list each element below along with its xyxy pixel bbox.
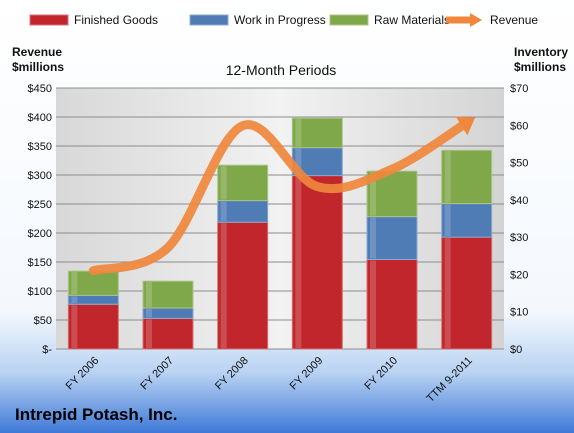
bar-segment-finished-goods (291, 175, 343, 350)
left-axis-title-line-1: Revenue (12, 45, 62, 59)
bar-highlight (444, 204, 451, 237)
legend-swatch (189, 14, 229, 26)
left-axis-ticks: $- $50 $100 $150 $200 $250 $300 $350 $400 $450 (28, 83, 53, 356)
bar-highlight (71, 296, 78, 304)
left-tick-label: $250 (28, 199, 52, 211)
bar-highlight (370, 260, 376, 348)
left-tick-label: $450 (28, 83, 52, 95)
left-tick-label: $200 (28, 228, 52, 240)
legend-swatch (29, 14, 69, 26)
bar-segment-finished-goods (441, 236, 493, 350)
left-tick-label: $50 (34, 315, 52, 327)
bar-highlight (295, 148, 302, 175)
chart-subtitle: 12-Month Periods (226, 62, 337, 78)
legend: Finished Goods Work in Progress Raw Materi… (29, 13, 538, 27)
revenue-line-layer (88, 116, 476, 276)
bar-segment-raw-materials (291, 117, 343, 149)
bar-highlight (370, 217, 376, 259)
bar-segment-work-in-progress (441, 203, 493, 238)
right-tick-label: $60 (510, 120, 528, 132)
bar-highlight (71, 305, 78, 348)
left-tick-label: $150 (28, 257, 52, 269)
right-axis-ticks: $0 $10 $20 $30 $40 $50 $60 $70 (510, 83, 528, 356)
bar-segment-raw-materials (142, 280, 194, 309)
revenue-line (88, 118, 472, 276)
right-tick-label: $70 (510, 83, 528, 95)
right-tick-label: $0 (510, 344, 522, 356)
legend-item: Work in Progress (189, 13, 326, 27)
bar-highlight (370, 172, 376, 216)
legend-label: Revenue (490, 13, 538, 27)
bar-highlight (220, 223, 227, 348)
left-axis-title-line-2: $millions (12, 60, 64, 74)
bar-segment-raw-materials (217, 164, 269, 202)
bar-highlight (444, 238, 451, 348)
legend-item: Revenue (446, 13, 538, 27)
bar-highlight (146, 319, 152, 348)
legend-swatch (329, 14, 369, 26)
right-tick-label: $20 (510, 269, 528, 281)
bar-highlight (295, 176, 302, 348)
bar-segment-finished-goods (366, 259, 418, 350)
right-axis-title-line-1: Inventory (514, 45, 568, 59)
right-tick-label: $50 (510, 158, 528, 170)
bar-highlight (220, 201, 227, 222)
bar-highlight (146, 282, 152, 307)
legend-label: Finished Goods (74, 13, 158, 27)
bar-highlight (220, 166, 227, 200)
right-axis-title-line-2: $millions (514, 60, 566, 74)
left-tick-label: $100 (28, 286, 52, 298)
left-tick-label: $- (42, 344, 52, 356)
plot-area (56, 88, 504, 349)
right-tick-label: $40 (510, 195, 528, 207)
gridlines (56, 87, 504, 350)
bar-highlight (444, 151, 451, 203)
legend-item: Raw Materials (329, 13, 450, 27)
bar-highlight (71, 272, 78, 295)
bar-highlight (146, 308, 152, 318)
left-tick-label: $400 (28, 112, 52, 124)
bar-segment-finished-goods (142, 317, 194, 350)
bar-segment-work-in-progress (366, 216, 418, 261)
chart-title: Intrepid Potash, Inc. (15, 405, 177, 424)
bar-highlight (295, 119, 302, 147)
right-tick-label: $10 (510, 307, 528, 319)
left-tick-label: $300 (28, 170, 52, 182)
legend-item: Finished Goods (29, 13, 158, 27)
right-tick-label: $30 (510, 232, 528, 244)
legend-label: Raw Materials (374, 13, 450, 27)
bars (67, 117, 493, 350)
bar-segment-raw-materials (441, 149, 493, 205)
bar-segment-finished-goods (217, 221, 269, 350)
legend-label: Work in Progress (234, 13, 326, 27)
left-tick-label: $350 (28, 141, 52, 153)
revenue-arrow-head (455, 116, 476, 136)
bar-segment-finished-goods (67, 303, 119, 350)
legend-arrow (470, 13, 482, 27)
